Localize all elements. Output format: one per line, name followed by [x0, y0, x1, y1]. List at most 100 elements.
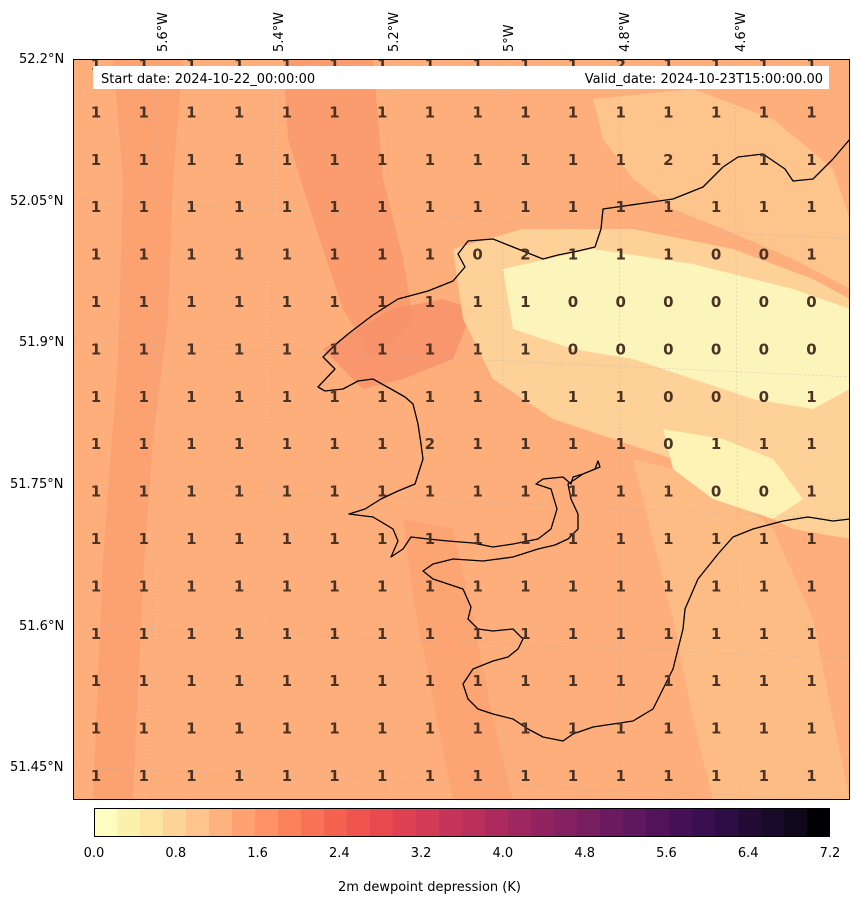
- colorbar-tick-label: 4.0: [492, 846, 514, 861]
- lon-label-4-6w: 4.6°W: [734, 11, 749, 52]
- lat-label-51-75n: 51.75°N: [10, 477, 64, 492]
- grid-value: 1: [186, 483, 196, 501]
- grid-value: 1: [282, 767, 292, 785]
- colorbar-tick-label: 0.0: [83, 846, 105, 861]
- grid-value: 0: [711, 388, 721, 406]
- grid-value: 1: [186, 151, 196, 169]
- colorbar-swatch: [761, 808, 785, 837]
- grid-value: 1: [138, 625, 148, 643]
- grid-value: 1: [138, 435, 148, 453]
- grid-value: 1: [520, 293, 530, 311]
- grid-value: 1: [234, 483, 244, 501]
- grid-value: 1: [329, 388, 339, 406]
- colorbar-swatch: [416, 808, 440, 837]
- grid-value: 1: [806, 577, 816, 595]
- grid-value: 1: [568, 577, 578, 595]
- grid-value: 1: [663, 720, 673, 738]
- colorbar-swatch: [301, 808, 325, 837]
- grid-value: 1: [91, 720, 101, 738]
- grid-value: 1: [138, 577, 148, 595]
- grid-value: 1: [91, 483, 101, 501]
- grid-value: 1: [615, 435, 625, 453]
- lon-label-5-6w: 5.6°W: [156, 11, 171, 52]
- grid-value: 1: [663, 246, 673, 264]
- grid-value: 0: [711, 483, 721, 501]
- grid-value: 1: [91, 625, 101, 643]
- grid-value: 1: [472, 388, 482, 406]
- colorbar-tick-label: 5.6: [656, 846, 677, 861]
- grid-value: 0: [711, 293, 721, 311]
- grid-value: 1: [377, 435, 387, 453]
- grid-value: 1: [138, 103, 148, 121]
- colorbar-swatch: [255, 808, 279, 837]
- grid-value: 1: [615, 672, 625, 690]
- grid-value: 1: [759, 720, 769, 738]
- grid-value: 0: [663, 293, 673, 311]
- grid-value: 1: [186, 435, 196, 453]
- grid-value: 1: [759, 672, 769, 690]
- grid-value: 1: [615, 388, 625, 406]
- colorbar-swatches: [94, 808, 830, 837]
- grid-value: 1: [711, 530, 721, 548]
- grid-value: 1: [234, 625, 244, 643]
- grid-value: 1: [329, 151, 339, 169]
- grid-value: 1: [91, 388, 101, 406]
- grid-value: 1: [568, 625, 578, 643]
- grid-value: 1: [472, 625, 482, 643]
- grid-value: 1: [663, 530, 673, 548]
- grid-value: 1: [806, 198, 816, 216]
- grid-value: 1: [282, 151, 292, 169]
- colorbar-swatch: [577, 808, 601, 837]
- grid-value: 1: [282, 198, 292, 216]
- grid-value: 1: [186, 340, 196, 358]
- grid-value: 1: [234, 435, 244, 453]
- grid-value: 1: [186, 767, 196, 785]
- grid-value: 1: [568, 435, 578, 453]
- grid-value: 1: [759, 577, 769, 595]
- grid-value: 1: [377, 103, 387, 121]
- grid-value: 1: [759, 198, 769, 216]
- grid-value: 1: [520, 435, 530, 453]
- grid-value: 1: [329, 293, 339, 311]
- grid-value: 1: [806, 483, 816, 501]
- grid-value: 1: [234, 577, 244, 595]
- grid-value: 1: [711, 577, 721, 595]
- colorbar-swatch: [554, 808, 578, 837]
- grid-value: 1: [472, 340, 482, 358]
- grid-value: 1: [615, 151, 625, 169]
- grid-value: 0: [806, 293, 816, 311]
- dry-band-inland: [323, 299, 473, 389]
- grid-value: 1: [520, 198, 530, 216]
- grid-value: 1: [138, 483, 148, 501]
- grid-value: 0: [759, 246, 769, 264]
- grid-value: 1: [138, 672, 148, 690]
- colorbar-tick-label: 3.2: [410, 846, 432, 861]
- colorbar-tick-label: 2.4: [328, 846, 350, 861]
- grid-value: 1: [282, 103, 292, 121]
- colorbar-swatch: [462, 808, 486, 837]
- grid-value: 0: [568, 293, 578, 311]
- lon-label-5-4w: 5.4°W: [272, 11, 287, 52]
- grid-value: 1: [282, 625, 292, 643]
- lat-label-51-6n: 51.6°N: [19, 619, 65, 634]
- grid-value: 1: [377, 672, 387, 690]
- grid-value: 0: [472, 246, 482, 264]
- moist-core: [503, 249, 850, 409]
- grid-value: 1: [568, 672, 578, 690]
- coastline: [317, 138, 850, 742]
- grid-value: 1: [377, 388, 387, 406]
- grid-value: 1: [520, 530, 530, 548]
- grid-value: 1: [377, 530, 387, 548]
- grid-value: 1: [91, 435, 101, 453]
- header-box: [93, 66, 829, 89]
- grid-value: 1: [472, 767, 482, 785]
- grid-value: 1: [663, 625, 673, 643]
- colorbar-tick-label: 1.6: [247, 846, 268, 861]
- grid-value: 1: [568, 530, 578, 548]
- grid-value: 1: [425, 198, 435, 216]
- grid-value: 0: [759, 388, 769, 406]
- grid-value: 1: [329, 103, 339, 121]
- grid-value: 1: [806, 767, 816, 785]
- colorbar-swatch: [669, 808, 693, 837]
- grid-value: 1: [186, 293, 196, 311]
